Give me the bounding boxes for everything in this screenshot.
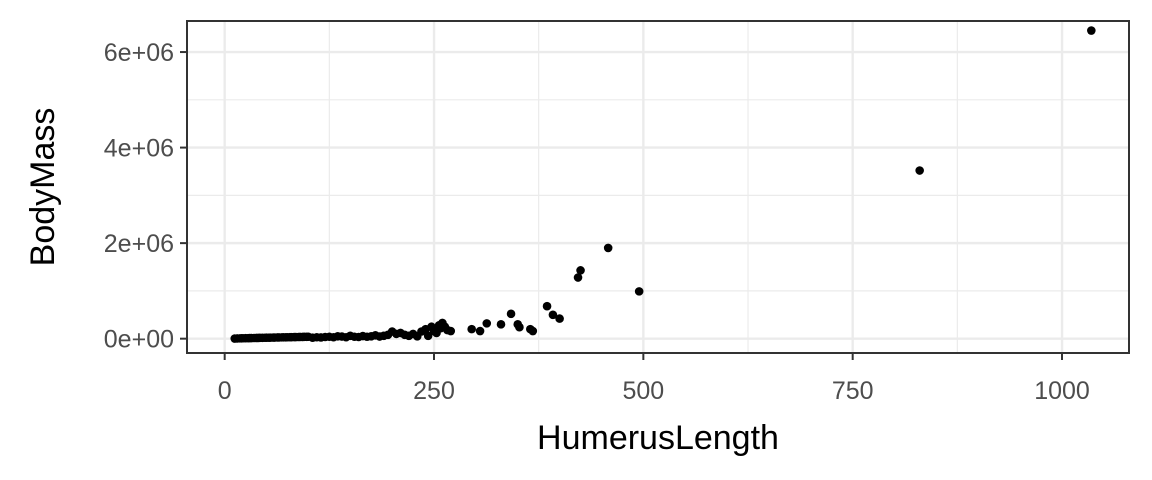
x-tick-label: 0 <box>218 377 232 405</box>
data-point <box>475 326 485 336</box>
data-point <box>634 287 644 296</box>
data-point <box>915 166 924 175</box>
minor-gridlines <box>187 21 1129 353</box>
data-point <box>515 322 524 332</box>
x-tick-label: 1000 <box>1034 377 1090 405</box>
data-point <box>573 273 583 282</box>
data-point <box>576 266 585 275</box>
data-point <box>555 314 564 323</box>
y-axis-title: BodyMass <box>24 108 62 267</box>
x-tick-label: 250 <box>413 377 455 405</box>
data-point <box>467 324 476 334</box>
data-point <box>528 326 538 336</box>
plot-panel-border <box>186 20 1130 354</box>
data-point <box>603 243 613 253</box>
y-axis: 0e+00 2e+06 4e+06 6e+06 <box>104 39 187 354</box>
x-axis-title: HumerusLength <box>537 419 779 457</box>
y-tick-label: 2e+06 <box>104 230 174 258</box>
data-point <box>548 310 558 320</box>
data-points <box>230 26 1096 343</box>
data-point <box>446 326 456 336</box>
data-point <box>506 309 516 319</box>
plot-panel <box>187 21 1129 353</box>
y-tick-label: 4e+06 <box>104 135 174 163</box>
data-point <box>423 331 433 341</box>
x-tick-label: 750 <box>832 377 874 405</box>
data-point <box>1087 26 1096 35</box>
data-point <box>542 301 552 311</box>
x-tick-label: 500 <box>622 377 664 405</box>
y-tick-label: 6e+06 <box>104 39 174 67</box>
data-point <box>482 319 492 328</box>
x-axis: 0 250 500 750 1000 <box>218 353 1090 405</box>
y-tick-label: 0e+00 <box>104 326 174 354</box>
data-point <box>496 320 506 329</box>
major-gridlines <box>187 21 1129 353</box>
